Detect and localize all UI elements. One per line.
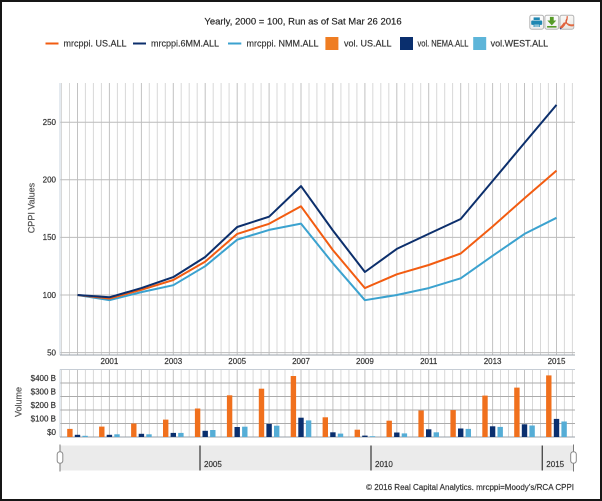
svg-text:2010: 2010 — [375, 460, 393, 469]
svg-text:vol. NEMA.ALL: vol. NEMA.ALL — [418, 39, 469, 49]
svg-text:2007: 2007 — [292, 357, 310, 366]
svg-text:150: 150 — [43, 233, 57, 242]
svg-text:2005: 2005 — [228, 357, 246, 366]
svg-text:mrcppi. US.ALL: mrcppi. US.ALL — [64, 39, 127, 49]
svg-text:CPPI Values: CPPI Values — [27, 182, 37, 233]
svg-text:$100 B: $100 B — [31, 415, 56, 424]
svg-text:Volume: Volume — [14, 387, 24, 417]
svg-text:vol.WEST.ALL: vol.WEST.ALL — [491, 39, 549, 49]
svg-text:Yearly, 2000 = 100, Run as of: Yearly, 2000 = 100, Run as of Sat Mar 26… — [204, 17, 401, 28]
svg-text:2015: 2015 — [546, 460, 564, 469]
svg-text:50: 50 — [47, 348, 56, 357]
svg-text:200: 200 — [43, 176, 57, 185]
svg-text:vol. US.ALL: vol. US.ALL — [344, 39, 392, 49]
svg-text:© 2016 Real Capital Analytics.: © 2016 Real Capital Analytics. mrcppi=Mo… — [366, 483, 574, 492]
svg-text:$200 B: $200 B — [31, 401, 56, 410]
svg-text:$0: $0 — [47, 428, 56, 437]
svg-text:250: 250 — [43, 118, 57, 127]
svg-text:$400 B: $400 B — [31, 374, 56, 383]
svg-text:2009: 2009 — [356, 357, 374, 366]
svg-text:100: 100 — [43, 291, 57, 300]
svg-text:2003: 2003 — [164, 357, 182, 366]
svg-text:2005: 2005 — [204, 460, 222, 469]
svg-text:2013: 2013 — [484, 357, 502, 366]
svg-text:mrcppi.6MM.ALL: mrcppi.6MM.ALL — [151, 39, 219, 49]
svg-text:2001: 2001 — [101, 357, 119, 366]
svg-text:2011: 2011 — [420, 357, 438, 366]
svg-text:$300 B: $300 B — [31, 388, 56, 397]
svg-text:2015: 2015 — [548, 357, 566, 366]
svg-text:mrcppi. NMM.ALL: mrcppi. NMM.ALL — [247, 39, 319, 49]
